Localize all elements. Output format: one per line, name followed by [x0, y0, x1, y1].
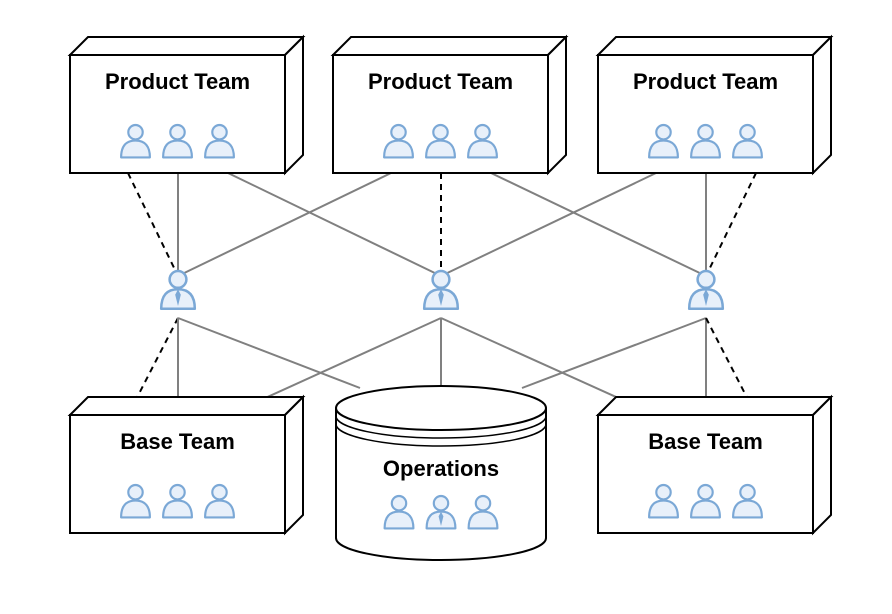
- connection-edge: [491, 173, 706, 276]
- org-diagram: Product Team Product Team Product Team Base…: [0, 0, 892, 614]
- operations-label: Operations: [383, 456, 499, 481]
- person-icon: [689, 271, 723, 309]
- connection-edge: [178, 173, 391, 276]
- team-label: Base Team: [120, 429, 235, 454]
- operations-cylinder: Operations: [336, 386, 546, 560]
- team-label: Product Team: [105, 69, 250, 94]
- person-icon: [424, 271, 458, 309]
- connection-edge: [228, 173, 441, 276]
- connection-edge: [522, 318, 706, 388]
- team-label: Product Team: [633, 69, 778, 94]
- team-label: Product Team: [368, 69, 513, 94]
- connection-edge: [178, 318, 360, 388]
- person-icon: [161, 271, 195, 309]
- connection-edge: [706, 173, 756, 276]
- team-label: Base Team: [648, 429, 763, 454]
- connection-edge: [128, 173, 178, 276]
- connection-edge: [441, 173, 656, 276]
